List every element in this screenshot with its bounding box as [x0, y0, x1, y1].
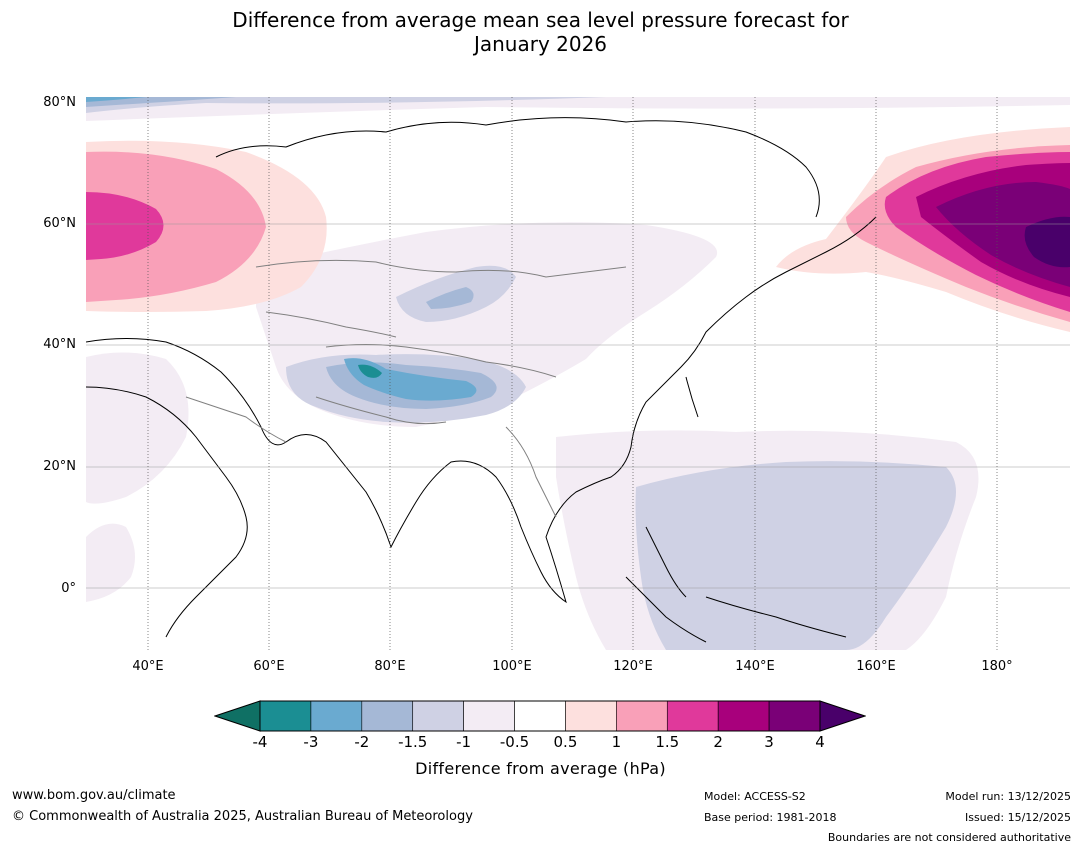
website-link[interactable]: www.bom.gov.au/climate: [12, 788, 176, 803]
colorbar-tick-label: -3: [303, 733, 319, 751]
colorbar-segment: [616, 700, 668, 732]
model-text: Model: ACCESS-S2: [704, 790, 806, 803]
lon-label-120e: 120°E: [613, 659, 653, 674]
title-line-2: January 2026: [473, 32, 608, 56]
colorbar-extend-low: [214, 700, 261, 732]
meridians: [147, 97, 998, 650]
lon-label-80e: 80°E: [374, 659, 406, 674]
colorbar-tick-label: -1.5: [398, 733, 428, 751]
copyright-text: © Commonwealth of Australia 2025, Austra…: [12, 809, 473, 824]
issued-text: Issued: 15/12/2025: [964, 811, 1071, 824]
pressure-anomaly-map[interactable]: [86, 97, 1070, 650]
colorbar-tick-label: 1: [611, 733, 622, 751]
colorbar-outline: [259, 700, 821, 732]
colorbar-segment: [259, 700, 312, 732]
colorbar-label: Difference from average (hPa): [415, 759, 666, 778]
tibet-low: [286, 354, 526, 423]
coastlines: [86, 117, 877, 643]
lat-label-40n: 40°N: [43, 337, 76, 352]
country-borders: [185, 259, 627, 518]
lat-label-20n: 20°N: [43, 459, 76, 474]
mongolia-low-core: [426, 287, 474, 309]
lon-label-60e: 60°E: [253, 659, 285, 674]
colorbar-tick-label: 3: [764, 733, 774, 751]
lat-label-80n: 80°N: [43, 95, 76, 110]
colorbar-tick-label: -4: [252, 733, 268, 751]
colorbar-tick-label: -0.5: [499, 733, 530, 751]
colorbar-tick-label: -2: [354, 733, 370, 751]
colorbar-tick-label: -1: [456, 733, 472, 751]
lon-label-140e: 140°E: [735, 659, 775, 674]
colorbar-tick-label: 2: [713, 733, 723, 751]
colorbar-segment: [361, 700, 414, 732]
europe-high: [86, 140, 327, 312]
colorbar-segment: [412, 700, 464, 732]
colorbar-segment: [463, 700, 515, 732]
lon-label-160e: 160°E: [856, 659, 896, 674]
colorbar-segment: [768, 700, 821, 732]
africa-weak-low: [86, 523, 135, 602]
lat-label-60n: 60°N: [43, 216, 76, 231]
colorbar-tick-label: 0.5: [553, 733, 578, 751]
colorbar-tick-label: 1.5: [655, 733, 680, 751]
colorbar-segment: [717, 700, 770, 732]
colorbar-segment: [514, 700, 566, 732]
colorbar-tick-label: 4: [815, 733, 825, 751]
lon-label-100e: 100°E: [492, 659, 532, 674]
base-period-text: Base period: 1981-2018: [704, 811, 837, 824]
colorbar-segment: [666, 700, 719, 732]
boundaries-disclaimer: Boundaries are not considered authoritat…: [827, 831, 1071, 844]
model-run-text: Model run: 13/12/2025: [945, 790, 1071, 803]
graticule: [86, 223, 1070, 589]
arabia-weak-low: [86, 352, 189, 504]
colorbar-segment: [310, 700, 363, 732]
north-pacific-high: [776, 127, 1070, 332]
title-line-1: Difference from average mean sea level p…: [232, 8, 849, 32]
map-title: Difference from average mean sea level p…: [0, 8, 1081, 56]
lon-label-180: 180°: [981, 659, 1013, 674]
arctic-anomaly-band: [86, 97, 1070, 121]
colorbar: [214, 700, 866, 732]
lat-label-0: 0°: [61, 581, 76, 596]
lon-label-40e: 40°E: [132, 659, 164, 674]
colorbar-extend-high: [819, 700, 866, 732]
colorbar-segment: [565, 700, 617, 732]
